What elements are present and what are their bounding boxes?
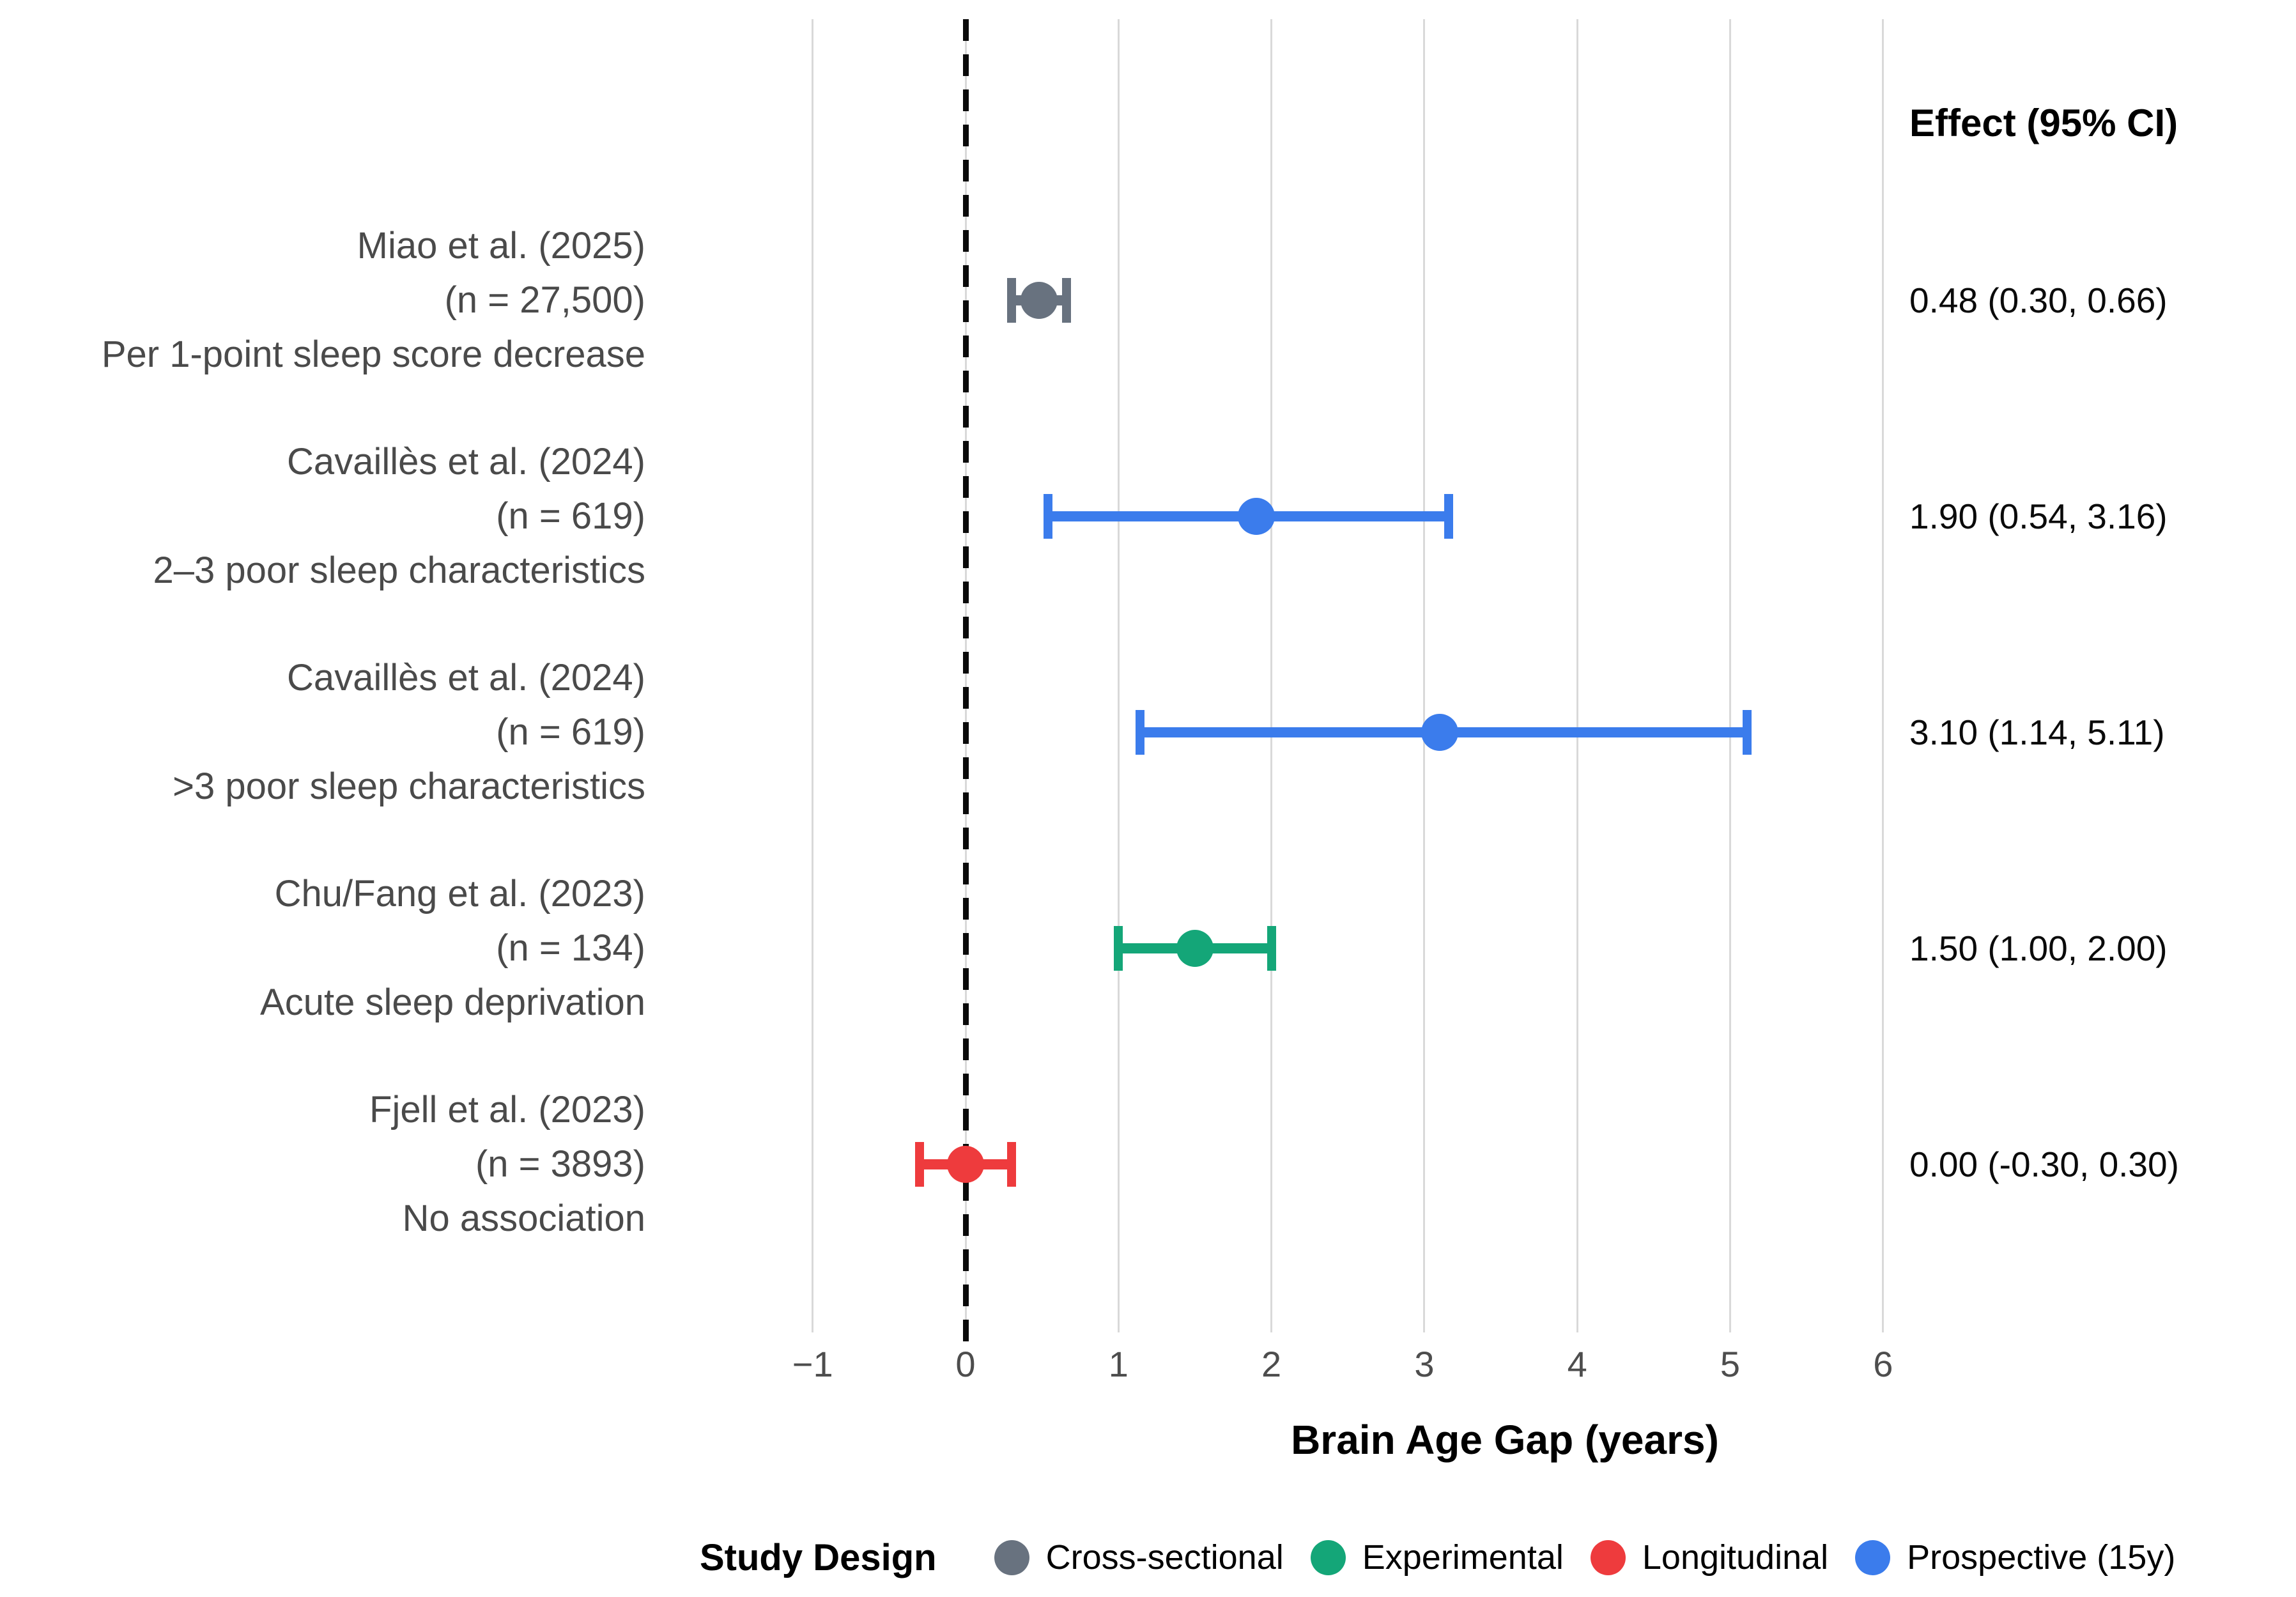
- x-tick-label: 1: [1108, 1344, 1129, 1384]
- effect-point: [1176, 930, 1213, 967]
- ci-cap-low: [1114, 926, 1123, 971]
- x-tick-label: 5: [1720, 1344, 1741, 1384]
- effect-value: 0.48 (0.30, 0.66): [1909, 281, 2168, 320]
- gridline-x-3: [1423, 19, 1426, 1332]
- study-label-line: (n = 619): [496, 711, 645, 753]
- study-label-line: 2–3 poor sleep characteristics: [153, 550, 645, 591]
- ci-cap-low: [915, 1142, 925, 1187]
- gridline-x-1: [1117, 19, 1120, 1332]
- legend-item: Longitudinal: [1590, 1538, 1829, 1577]
- legend-item-label: Prospective (15y): [1907, 1538, 2176, 1577]
- x-tick-label: 0: [955, 1344, 976, 1384]
- x-tick-label: 3: [1414, 1344, 1435, 1384]
- legend-item-label: Cross-sectional: [1045, 1538, 1284, 1577]
- study-label-line: >3 poor sleep characteristics: [173, 766, 645, 807]
- effect-value: 1.50 (1.00, 2.00): [1909, 929, 2168, 968]
- x-tick-label: 4: [1567, 1344, 1587, 1384]
- gridline-x-6: [1882, 19, 1884, 1332]
- gridline-x--1: [812, 19, 814, 1332]
- effect-point: [1020, 282, 1058, 319]
- legend: Study Design Cross-sectional Experimental…: [700, 1536, 2175, 1578]
- ci-cap-high: [1444, 494, 1454, 539]
- study-label-line: Fjell et al. (2023): [369, 1089, 645, 1130]
- study-label-line: No association: [402, 1198, 645, 1239]
- effect-column-header: Effect (95% CI): [1909, 102, 2178, 144]
- ci-cap-high: [1006, 1142, 1016, 1187]
- effect-point: [1421, 714, 1458, 751]
- effect-value: 3.10 (1.14, 5.11): [1909, 713, 2165, 752]
- legend-dot-icon: [994, 1539, 1029, 1575]
- legend-item-label: Experimental: [1362, 1538, 1564, 1577]
- legend-title: Study Design: [700, 1536, 937, 1578]
- study-label-line: Cavaillès et al. (2024): [287, 657, 645, 698]
- effect-value: 0.00 (-0.30, 0.30): [1909, 1145, 2179, 1184]
- ci-cap-low: [1006, 278, 1016, 323]
- effect-point: [947, 1146, 984, 1183]
- study-label-line: (n = 619): [496, 495, 645, 537]
- ci-cap-low: [1044, 494, 1053, 539]
- legend-item: Prospective (15y): [1855, 1538, 2175, 1577]
- study-label-line: (n = 27,500): [444, 279, 645, 321]
- x-tick-label: −1: [792, 1344, 833, 1384]
- study-label-line: Chu/Fang et al. (2023): [274, 873, 645, 914]
- legend-items: Cross-sectional Experimental Longitudinal P…: [994, 1538, 2175, 1577]
- legend-item-label: Longitudinal: [1642, 1538, 1829, 1577]
- gridline-x-4: [1576, 19, 1578, 1332]
- ci-cap-high: [1267, 926, 1276, 971]
- ci-cap-low: [1135, 710, 1144, 755]
- legend-dot-icon: [1590, 1539, 1626, 1575]
- study-label-line: Cavaillès et al. (2024): [287, 441, 645, 482]
- gridline-x-5: [1729, 19, 1731, 1332]
- study-label-line: (n = 3893): [475, 1143, 645, 1185]
- x-tick-label: 2: [1261, 1344, 1282, 1384]
- legend-item: Experimental: [1310, 1538, 1564, 1577]
- gridline-x-2: [1270, 19, 1273, 1332]
- effect-value: 1.90 (0.54, 3.16): [1909, 497, 2168, 536]
- x-tick-label: 6: [1873, 1344, 1893, 1384]
- x-axis-title: Brain Age Gap (years): [1291, 1417, 1719, 1463]
- legend-item: Cross-sectional: [994, 1538, 1284, 1577]
- study-label-line: (n = 134): [496, 927, 645, 969]
- study-label-line: Per 1-point sleep score decrease: [101, 334, 645, 375]
- legend-dot-icon: [1855, 1539, 1891, 1575]
- study-label-line: Acute sleep deprivation: [260, 982, 645, 1023]
- legend-dot-icon: [1310, 1539, 1346, 1575]
- zero-reference-line: [962, 19, 969, 1343]
- ci-cap-high: [1061, 278, 1071, 323]
- ci-cap-high: [1742, 710, 1752, 755]
- study-label-line: Miao et al. (2025): [357, 225, 645, 266]
- effect-point: [1237, 498, 1275, 535]
